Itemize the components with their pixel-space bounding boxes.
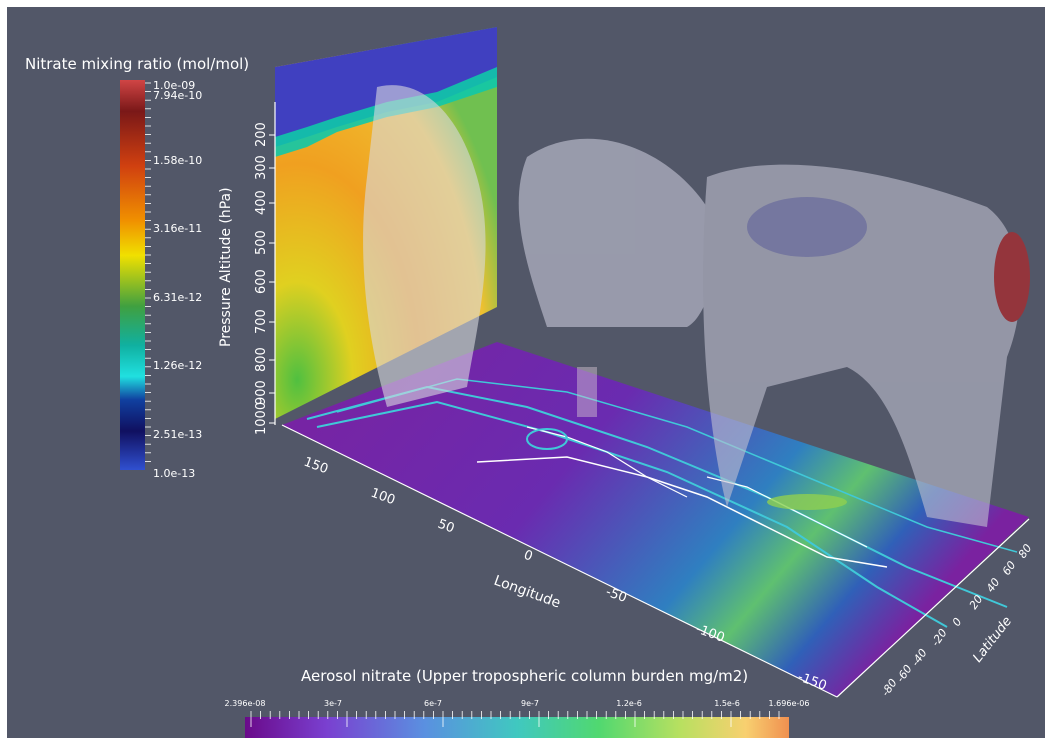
longitude-tick-label: 150 [302, 455, 330, 478]
altitude-tick-label: 700 [254, 309, 269, 334]
horizontal-colorbar-label: 1.5e-6 [714, 699, 740, 708]
axes-frame [274, 102, 1030, 698]
altitude-tick-label: 800 [254, 347, 269, 372]
altitude-tick-label: 1000 [254, 402, 269, 435]
latitude-tick-label: 0 [950, 616, 965, 629]
horizontal-colorbar-title: Aerosol nitrate (Upper tropospheric colu… [301, 667, 749, 685]
horizontal-colorbar-label: 3e-7 [324, 699, 342, 708]
longitude-tick-label: 100 [369, 486, 397, 509]
horizontal-colorbar-label: 9e-7 [521, 699, 539, 708]
vertical-colorbar-label: 1.0e-09 [153, 79, 195, 92]
latitude-tick-label: 20 [967, 593, 986, 612]
horizontal-colorbar-label: 1.2e-6 [616, 699, 642, 708]
volume-scene[interactable]: Pressure Altitude (hPa) 2003004005006007… [7, 7, 1045, 738]
vertical-colorbar-label: 7.94e-10 [153, 89, 202, 102]
longitude-tick-label: 0 [522, 548, 535, 565]
latitude-tick-label: -60 [894, 663, 915, 685]
vertical-colorbar-label: 6.31e-12 [153, 291, 202, 304]
latitude-tick-label: 80 [1016, 542, 1035, 561]
horizontal-colorbar-label: 6e-7 [424, 699, 442, 708]
vertical-colorbar-title: Nitrate mixing ratio (mol/mol) [25, 55, 250, 73]
latitude-tick-label: 40 [984, 576, 1003, 595]
vertical-colorbar-label: 1.58e-10 [153, 154, 202, 167]
altitude-tick-label: 400 [254, 190, 269, 215]
longitude-axis-title: Longitude [492, 573, 563, 612]
horizontal-colorbar-label: 2.396e-08 [225, 699, 266, 708]
latitude-tick-label: -20 [929, 627, 950, 649]
altitude-tick-label: 600 [254, 269, 269, 294]
altitude-tick-label: 200 [254, 122, 269, 147]
horizontal-colorbar-label: 1.696e-06 [769, 699, 810, 708]
vertical-colorbar-label: 2.51e-13 [153, 428, 202, 441]
altitude-tick-label: 300 [254, 155, 269, 180]
horizontal-slice [282, 342, 1029, 697]
latitude-tick-label: 60 [1000, 559, 1019, 578]
altitude-axis-title: Pressure Altitude (hPa) [218, 187, 234, 347]
longitude-tick-label: -50 [604, 585, 629, 606]
vertical-colorbar-label: 1.26e-12 [153, 359, 202, 372]
longitude-tick-label: 50 [436, 517, 457, 537]
altitude-axis: Pressure Altitude (hPa) 200 300 400 500 600 7… [218, 122, 275, 435]
vertical-colorbar-label: 1.0e-13 [153, 467, 195, 480]
vertical-colorbar-label: 3.16e-11 [153, 222, 202, 235]
latitude-tick-label: -40 [909, 647, 930, 669]
latitude-axis-title: Latitude [970, 614, 1015, 665]
altitude-tick-label: 900 [254, 380, 269, 405]
vertical-colorbar: 1.0e-097.94e-10 1.58e-10 3.16e-11 6.31e-12 1… [120, 79, 202, 480]
altitude-tick-label: 500 [254, 230, 269, 255]
render-viewport[interactable]: Pressure Altitude (hPa) 200 300 400 500 600 7… [7, 7, 1045, 738]
horizontal-colorbar: 2.396e-08 3e-7 6e-7 9e-7 1.2e-6 1.5e-6 1.696e-… [225, 699, 810, 738]
isosurface [363, 85, 1030, 527]
